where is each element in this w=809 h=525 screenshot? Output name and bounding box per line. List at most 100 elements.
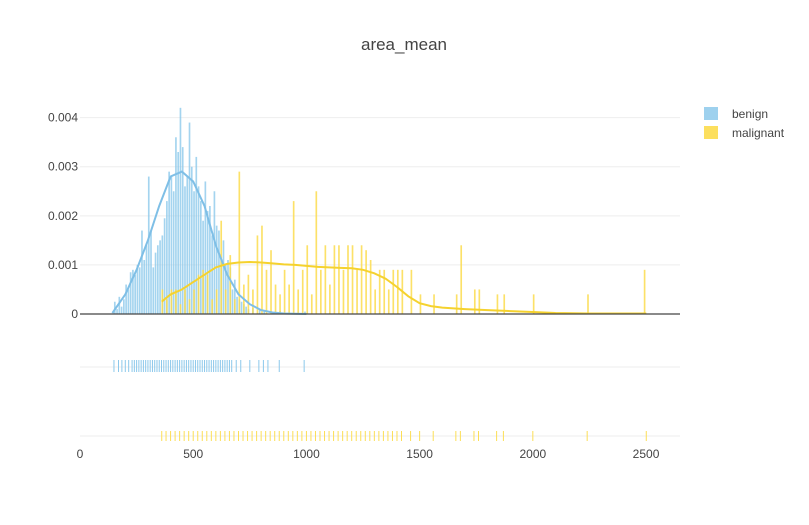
histogram-bar-malignant[interactable]	[587, 294, 589, 314]
histogram-bar-benign[interactable]	[222, 240, 225, 314]
histogram-bar-benign[interactable]	[218, 230, 220, 314]
histogram-bar-benign[interactable]	[231, 289, 234, 314]
histogram-bar-malignant[interactable]	[473, 289, 476, 314]
histogram-bar-benign[interactable]	[227, 260, 229, 314]
histogram-bar-malignant[interactable]	[197, 274, 200, 314]
histogram-bar-malignant[interactable]	[184, 289, 186, 314]
histogram-bar-malignant[interactable]	[256, 235, 259, 314]
histogram-bar-malignant[interactable]	[333, 245, 336, 314]
histogram-bar-benign[interactable]	[184, 186, 186, 314]
histogram-bar-benign[interactable]	[177, 152, 180, 314]
histogram-bar-benign[interactable]	[152, 267, 155, 314]
histogram-bar-malignant[interactable]	[329, 284, 331, 314]
histogram-bar-benign[interactable]	[166, 201, 168, 314]
histogram-bar-malignant[interactable]	[211, 299, 213, 314]
histogram-bar-malignant[interactable]	[496, 294, 499, 314]
histogram-bar-malignant[interactable]	[315, 191, 318, 314]
histogram-bar-malignant[interactable]	[356, 269, 358, 314]
histogram-bar-benign[interactable]	[181, 147, 184, 314]
histogram-bar-malignant[interactable]	[387, 289, 390, 314]
histogram-bar-malignant[interactable]	[283, 269, 286, 314]
histogram-bar-malignant[interactable]	[383, 269, 386, 314]
histogram-bar-malignant[interactable]	[252, 289, 254, 314]
histogram-bar-benign[interactable]	[156, 245, 159, 314]
histogram-bar-malignant[interactable]	[279, 294, 281, 314]
histogram-bar-malignant[interactable]	[410, 269, 413, 314]
histogram-bar-malignant[interactable]	[229, 255, 232, 314]
histogram-bar-malignant[interactable]	[274, 284, 277, 314]
histogram-bar-malignant[interactable]	[265, 269, 268, 314]
histogram-bar-malignant[interactable]	[365, 250, 367, 314]
histogram-bar-benign[interactable]	[258, 309, 261, 314]
histogram-bar-benign[interactable]	[143, 260, 146, 314]
histogram-bar-benign[interactable]	[190, 166, 193, 314]
histogram-bar-benign[interactable]	[240, 301, 243, 314]
histogram-bar-benign[interactable]	[150, 230, 152, 314]
histogram-bar-malignant[interactable]	[261, 225, 263, 314]
histogram-bar-malignant[interactable]	[503, 294, 506, 314]
histogram-bar-malignant[interactable]	[306, 245, 309, 314]
histogram-bar-malignant[interactable]	[175, 289, 177, 314]
histogram-bar-malignant[interactable]	[220, 220, 223, 314]
histogram-bar-malignant[interactable]	[292, 201, 295, 314]
histogram-bar-malignant[interactable]	[188, 299, 191, 314]
histogram-bar-malignant[interactable]	[179, 304, 182, 314]
histogram-bar-malignant[interactable]	[324, 245, 327, 314]
histogram-bar-benign[interactable]	[120, 306, 123, 314]
histogram-bar-benign[interactable]	[145, 245, 148, 314]
histogram-bar-malignant[interactable]	[238, 171, 241, 314]
histogram-bar-benign[interactable]	[197, 186, 200, 314]
histogram-bar-benign[interactable]	[132, 269, 134, 314]
histogram-bar-malignant[interactable]	[396, 269, 399, 314]
histogram-bar-benign[interactable]	[204, 181, 207, 314]
histogram-bar-malignant[interactable]	[297, 289, 300, 314]
histogram-bar-malignant[interactable]	[166, 299, 168, 314]
histogram-bar-benign[interactable]	[134, 274, 137, 314]
histogram-bar-benign[interactable]	[215, 225, 218, 314]
histogram-bar-benign[interactable]	[170, 176, 173, 314]
histogram-bar-benign[interactable]	[179, 107, 182, 315]
histogram-bar-malignant[interactable]	[193, 289, 195, 314]
histogram-bar-malignant[interactable]	[643, 269, 646, 314]
histogram-bar-benign[interactable]	[159, 240, 161, 314]
histogram-bar-benign[interactable]	[202, 220, 204, 314]
kde-line-benign[interactable]	[111, 170, 307, 315]
histogram-bar-benign[interactable]	[127, 289, 130, 314]
histogram-bar-benign[interactable]	[236, 296, 238, 314]
histogram-bar-malignant[interactable]	[374, 289, 377, 314]
legend[interactable]: benign malignant	[704, 107, 785, 140]
histogram-bar-malignant[interactable]	[320, 269, 322, 314]
histogram-bar-malignant[interactable]	[224, 289, 227, 314]
histogram-bar-malignant[interactable]	[202, 269, 204, 314]
histogram-bar-malignant[interactable]	[338, 245, 340, 314]
histogram-bar-malignant[interactable]	[288, 284, 290, 314]
histogram-bar-malignant[interactable]	[532, 294, 535, 314]
histogram-bar-malignant[interactable]	[378, 269, 381, 314]
histogram-bar-malignant[interactable]	[392, 269, 395, 314]
histogram-bar-benign[interactable]	[123, 299, 125, 314]
histogram-bar-benign[interactable]	[245, 306, 247, 314]
histogram-bar-malignant[interactable]	[342, 269, 345, 314]
histogram-bar-malignant[interactable]	[206, 274, 209, 314]
histogram-bar-malignant[interactable]	[247, 274, 250, 314]
histogram-bar-benign[interactable]	[200, 201, 202, 314]
histogram-bar-benign[interactable]	[125, 284, 127, 314]
histogram-bar-benign[interactable]	[224, 264, 227, 314]
histogram-bar-benign[interactable]	[209, 206, 211, 314]
kde-line-malignant[interactable]	[161, 260, 647, 315]
histogram-bar-benign[interactable]	[116, 309, 118, 314]
histogram-bar-benign[interactable]	[136, 264, 139, 314]
histogram-bar-benign[interactable]	[163, 218, 166, 314]
histogram-bar-benign[interactable]	[168, 171, 170, 314]
histogram-bar-benign[interactable]	[193, 191, 195, 314]
histogram-bar-benign[interactable]	[154, 252, 157, 314]
histogram-bar-malignant[interactable]	[310, 294, 313, 314]
histogram-bar-malignant[interactable]	[215, 289, 218, 314]
histogram-bar-benign[interactable]	[175, 137, 177, 314]
histogram-bar-malignant[interactable]	[460, 245, 463, 314]
histogram-bar-malignant[interactable]	[455, 294, 458, 314]
histogram-bar-benign[interactable]	[161, 235, 164, 314]
legend-item-benign[interactable]: benign	[704, 107, 768, 121]
histogram-bar-malignant[interactable]	[351, 245, 354, 314]
legend-item-malignant[interactable]: malignant	[704, 126, 785, 140]
